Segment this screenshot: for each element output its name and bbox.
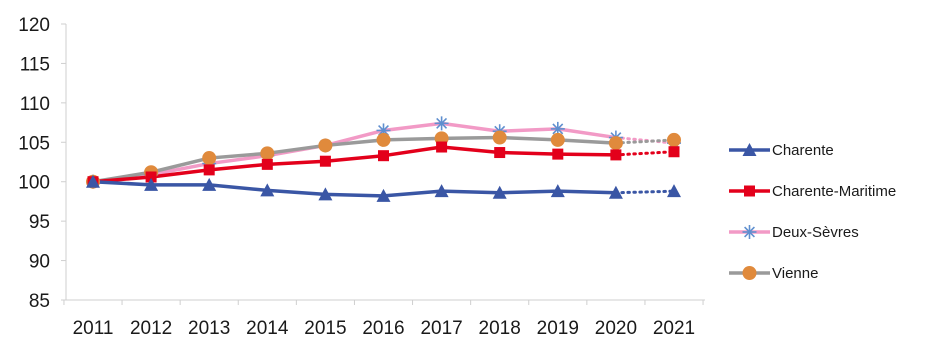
x-tick-label: 2020 [595,318,637,338]
marker-charente-maritime [378,150,389,162]
y-tick-label: 85 [29,291,50,312]
line-charente [92,179,616,198]
marker-charente [434,184,449,198]
marker-charente [667,184,681,198]
y-tick-label: 95 [29,212,50,233]
marker-vienne [550,132,565,147]
marker-vienne [202,151,217,166]
x-tick-label: 2014 [246,318,289,338]
x-tick-label: 2015 [304,318,346,338]
legend-marker-charente [742,143,757,156]
axes [61,23,705,305]
marker-charente-maritime [494,147,506,159]
x-tick-label: 2011 [73,318,114,338]
x-tick-label: 2017 [420,318,462,338]
y-tick-labels: 85 90 95 100 105 110 115 120 [18,15,50,312]
line-deux-s-vres [92,121,617,184]
legend-label-charente-maritime: Charente-Maritime [772,183,896,200]
legend-label-deux-s-vres: Deux-Sèvres [772,224,859,241]
marker-vienne [260,146,275,161]
marker-charente [318,187,333,201]
y-tick-label: 105 [18,133,50,154]
marker-vienne [667,132,681,147]
legend-marker-vienne [742,266,757,280]
legend-marker-charente-maritime [744,185,755,197]
marker-charente-maritime [668,146,680,158]
legend-item-charente: Charente [729,142,834,159]
marker-charente-maritime [203,164,215,176]
legend: Charente Charente-Maritime Deux-Sèvres Vien… [729,142,896,282]
legend-item-charente-maritime: Charente-Maritime [729,183,896,200]
marker-charente [202,177,217,191]
marker-charente-maritime [261,158,273,170]
x-tick-label: 2018 [479,318,521,338]
x-tick-label: 2021 [653,318,695,338]
marker-vienne [492,130,507,145]
marker-charente [550,184,565,198]
x-tick-label: 2016 [362,318,404,338]
y-tick-label: 90 [29,252,50,273]
legend-label-charente: Charente [772,142,834,159]
y-tick-label: 115 [20,54,50,75]
marker-charente-maritime [552,148,564,160]
legend-item-deux-s-vres: Deux-Sèvres [729,224,859,241]
marker-charente-maritime [319,155,331,167]
series-lines [92,121,676,198]
dotted-line-vienne [614,138,676,145]
marker-charente-maritime [145,171,157,183]
dotted-line-charente-maritime [614,150,676,157]
y-tick-label: 100 [18,173,50,194]
dotted-line-charente [614,189,676,195]
marker-vienne [608,136,623,151]
marker-charente [260,183,275,197]
line-charente-maritime [92,145,616,184]
marker-vienne [318,138,333,153]
marker-charente [144,177,159,191]
x-tick-labels: 2011 2012 2013 2014 2015 2016 2017 2018 2019 2020… [73,318,696,338]
series-markers [86,116,681,202]
legend-label-vienne: Vienne [772,265,818,282]
x-tick-label: 2013 [188,318,230,338]
marker-charente [492,185,507,199]
marker-deux-s-vres [434,116,449,131]
y-tick-label: 110 [20,94,50,115]
marker-charente [608,185,623,199]
legend-item-vienne: Vienne [729,265,818,282]
legend-marker-deux-s-vres [742,225,757,239]
marker-charente [376,188,391,202]
marker-charente-maritime [436,141,448,153]
y-tick-label: 120 [18,15,50,36]
marker-charente [86,174,100,188]
line-vienne [92,135,616,184]
marker-charente-maritime [610,149,622,161]
x-tick-label: 2019 [537,318,579,338]
marker-vienne [376,132,391,147]
x-tick-label: 2012 [130,318,172,338]
